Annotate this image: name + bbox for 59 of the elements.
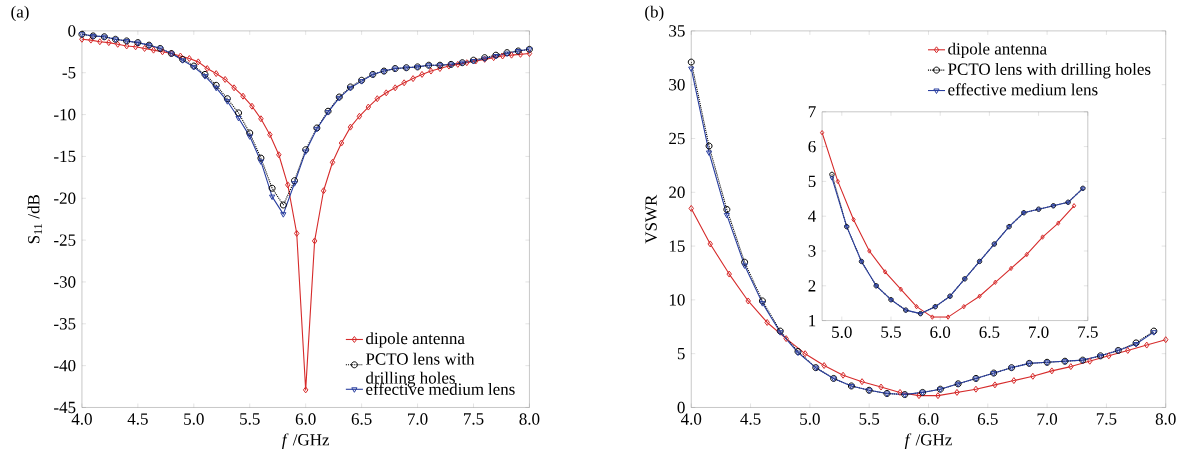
y-tick-label: -25 <box>54 234 76 246</box>
y-tick-label: -45 <box>54 401 76 413</box>
x-tick-label: 8.0 <box>1155 413 1176 425</box>
x-tick-label: 5.5 <box>859 413 880 425</box>
y-tick-label: 6 <box>808 140 816 153</box>
x-tick-label: 4.5 <box>127 413 148 425</box>
x-tick-label: 7.5 <box>1078 326 1098 338</box>
x-tick-label: 7.5 <box>463 413 484 425</box>
legend-label: dipole antenna <box>366 332 465 348</box>
y-tick-label: -10 <box>54 108 76 121</box>
y-tick-label: 5 <box>808 175 816 187</box>
x-tick-label: 8.0 <box>519 413 540 425</box>
x-tick-label: 5.0 <box>184 413 204 425</box>
legend-label: PCTO lens with drilling holes <box>948 62 1151 79</box>
y-tick-label: -5 <box>62 66 76 79</box>
y-tick-label: 25 <box>669 132 685 144</box>
y-tick-label: 20 <box>669 186 685 198</box>
x-tick-label: 7.0 <box>1037 413 1058 425</box>
x-tick-label: 7.5 <box>1096 413 1117 425</box>
x-tick-label: 5.5 <box>240 413 260 425</box>
y-tick-label: 35 <box>669 24 685 37</box>
legend-label: dipole antenna <box>948 42 1047 58</box>
x-axis-title: f /GHz <box>282 433 330 449</box>
y-tick-label: 4 <box>808 210 816 222</box>
y-tick-label: 0 <box>68 24 76 37</box>
x-tick-label: 6.0 <box>930 326 951 338</box>
x-tick-label: 5.0 <box>832 326 852 338</box>
y-tick-label: 15 <box>669 240 685 252</box>
y-tick-label: -15 <box>54 150 76 162</box>
x-tick-label: 7.0 <box>408 413 428 425</box>
y-tick-label: -40 <box>54 359 76 372</box>
x-tick-label: 6.5 <box>977 413 998 425</box>
y-tick-label: 0 <box>677 401 685 414</box>
y-tick-label: -20 <box>54 192 76 204</box>
x-tick-label: 6.5 <box>351 413 372 425</box>
x-tick-label: 7.0 <box>1029 326 1049 338</box>
y-tick-label: 7 <box>808 106 816 118</box>
y-tick-label: 30 <box>669 78 685 91</box>
chart-title: (b) <box>645 5 664 21</box>
y-tick-label: 10 <box>669 293 685 306</box>
x-tick-label: 5.5 <box>881 326 901 338</box>
y-tick-label: 3 <box>808 245 816 257</box>
x-axis-title: f /GHz <box>904 433 952 449</box>
legend-label: effective medium lens <box>948 83 1098 96</box>
y-axis-title: VSWR <box>645 194 657 244</box>
y-axis-title: S$_{11}$ /dB <box>27 194 42 243</box>
x-tick-label: 6.0 <box>295 413 316 425</box>
y-tick-label: 1 <box>809 314 816 326</box>
x-tick-label: 5.0 <box>800 413 820 425</box>
chart-title: (a) <box>11 5 29 21</box>
x-tick-label: 4.0 <box>680 413 702 425</box>
x-tick-label: 4.5 <box>740 413 761 425</box>
y-tick-label: -35 <box>54 317 76 330</box>
y-tick-label: 2 <box>808 279 816 292</box>
y-tick-label: 5 <box>677 347 685 360</box>
x-tick-label: 4.0 <box>71 413 92 425</box>
x-tick-label: 6.5 <box>979 326 1000 338</box>
y-tick-label: -30 <box>54 276 76 288</box>
x-tick-label: 6.0 <box>918 413 939 425</box>
